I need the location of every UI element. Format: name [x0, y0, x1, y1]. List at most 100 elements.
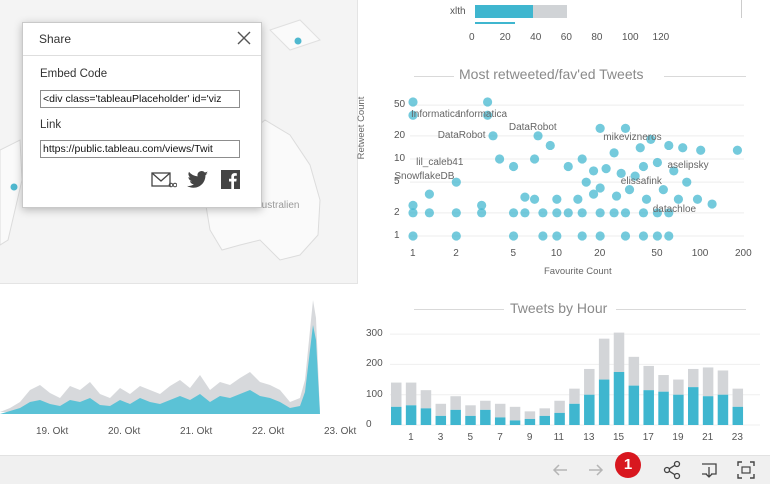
hour-bar-gray[interactable] [569, 388, 580, 404]
email-icon[interactable] [151, 171, 177, 189]
hour-bar-gray[interactable] [717, 370, 729, 395]
hour-bar-gray[interactable] [643, 365, 654, 391]
hour-bar-gray[interactable] [420, 390, 432, 409]
scatter-point[interactable] [451, 231, 461, 241]
hour-bar-gray[interactable] [673, 379, 684, 395]
hour-bar-teal[interactable] [569, 403, 580, 425]
scatter-point[interactable] [595, 183, 605, 193]
scatter-point[interactable] [538, 231, 548, 241]
scatter-point[interactable] [424, 189, 434, 199]
scatter-point[interactable] [408, 97, 418, 107]
scatter-point[interactable] [408, 208, 418, 218]
fullscreen-icon[interactable] [735, 459, 757, 481]
scatter-point[interactable] [595, 123, 605, 133]
scatter-point[interactable] [552, 231, 562, 241]
hour-bar-gray[interactable] [465, 405, 476, 416]
hour-bar-teal[interactable] [658, 391, 669, 425]
facebook-icon[interactable] [221, 170, 240, 189]
scatter-point[interactable] [601, 164, 611, 174]
arrow-right-icon[interactable] [585, 459, 607, 481]
scatter-point[interactable] [408, 231, 418, 241]
scatter-point[interactable] [652, 231, 662, 241]
hour-bar-gray[interactable] [628, 356, 640, 386]
scatter-point[interactable] [652, 208, 662, 218]
hour-bar-gray[interactable] [539, 408, 551, 416]
scatter-point[interactable] [552, 208, 562, 218]
scatter-point[interactable] [588, 166, 599, 176]
hour-bar-chart[interactable] [0, 0, 770, 455]
scatter-point[interactable] [529, 194, 540, 204]
share-icon[interactable] [661, 459, 683, 481]
hour-bar-gray[interactable] [435, 403, 447, 416]
scatter-point[interactable] [624, 185, 635, 195]
area-chart[interactable] [0, 290, 357, 420]
scatter-point[interactable] [707, 199, 717, 209]
hour-bar-teal[interactable] [732, 406, 744, 425]
scatter-point[interactable] [545, 140, 555, 151]
hour-bar-gray[interactable] [613, 332, 625, 372]
scatter-point[interactable] [652, 157, 662, 168]
scatter-point[interactable] [609, 208, 619, 218]
scatter-point[interactable] [620, 123, 631, 133]
link-field[interactable] [40, 140, 240, 158]
scatter-point[interactable] [664, 231, 674, 241]
scatter-point[interactable] [638, 208, 649, 218]
scatter-point[interactable] [696, 145, 706, 155]
hour-bar-teal[interactable] [420, 408, 432, 425]
hour-bar-gray[interactable] [598, 338, 610, 380]
scatter-point[interactable] [630, 171, 640, 181]
scatter-point[interactable] [581, 177, 591, 187]
scatter-point[interactable] [595, 208, 605, 218]
scatter-point[interactable] [482, 97, 493, 107]
twitter-icon[interactable] [187, 170, 209, 190]
scatter-point[interactable] [533, 131, 543, 141]
hour-bar-teal[interactable] [688, 387, 699, 425]
scatter-point[interactable] [482, 110, 493, 120]
scatter-point[interactable] [658, 185, 668, 195]
hour-bar-teal[interactable] [702, 396, 714, 425]
scatter-point[interactable] [408, 110, 418, 120]
hour-bar-teal[interactable] [598, 379, 610, 425]
scatter-point[interactable] [573, 194, 583, 204]
hour-bar-teal[interactable] [494, 417, 506, 425]
hour-bar-teal[interactable] [628, 385, 640, 425]
scatter-point[interactable] [620, 208, 631, 218]
close-icon[interactable] [235, 29, 253, 47]
scatter-point[interactable] [692, 194, 703, 204]
scatter-point[interactable] [520, 192, 530, 202]
hour-bar-gray[interactable] [554, 400, 565, 413]
hour-bar-teal[interactable] [465, 415, 476, 425]
hour-bar-teal[interactable] [584, 394, 595, 425]
scatter-point[interactable] [682, 177, 692, 187]
hour-bar-gray[interactable] [584, 368, 595, 395]
hour-bar-gray[interactable] [405, 382, 417, 406]
top-bar-dark[interactable] [475, 5, 533, 18]
scatter-point[interactable] [616, 168, 626, 179]
scatter-point[interactable] [477, 208, 487, 218]
scatter-point[interactable] [424, 208, 434, 218]
hour-bar-teal[interactable] [613, 371, 625, 425]
map-point[interactable] [10, 183, 18, 191]
scatter-point[interactable] [732, 145, 743, 155]
hour-bar-teal[interactable] [524, 418, 536, 425]
hour-bar-teal[interactable] [391, 406, 402, 425]
scatter-plot[interactable] [0, 0, 770, 283]
hour-bar-teal[interactable] [480, 409, 491, 425]
arrow-left-icon[interactable] [549, 459, 571, 481]
hour-bar-teal[interactable] [643, 390, 654, 425]
scatter-point[interactable] [638, 161, 649, 172]
scatter-point[interactable] [508, 208, 519, 218]
scatter-point[interactable] [508, 231, 519, 241]
hour-bar-teal[interactable] [673, 394, 684, 425]
hour-bar-teal[interactable] [435, 415, 447, 425]
scatter-point[interactable] [588, 189, 599, 199]
scatter-point[interactable] [451, 208, 461, 218]
download-icon[interactable] [698, 459, 720, 481]
scatter-point[interactable] [635, 143, 645, 153]
scatter-point[interactable] [595, 231, 605, 241]
hour-bar-teal[interactable] [554, 412, 565, 425]
hour-bar-gray[interactable] [732, 388, 744, 407]
scatter-point[interactable] [563, 161, 573, 172]
scatter-point[interactable] [620, 231, 631, 241]
scatter-point[interactable] [638, 231, 649, 241]
